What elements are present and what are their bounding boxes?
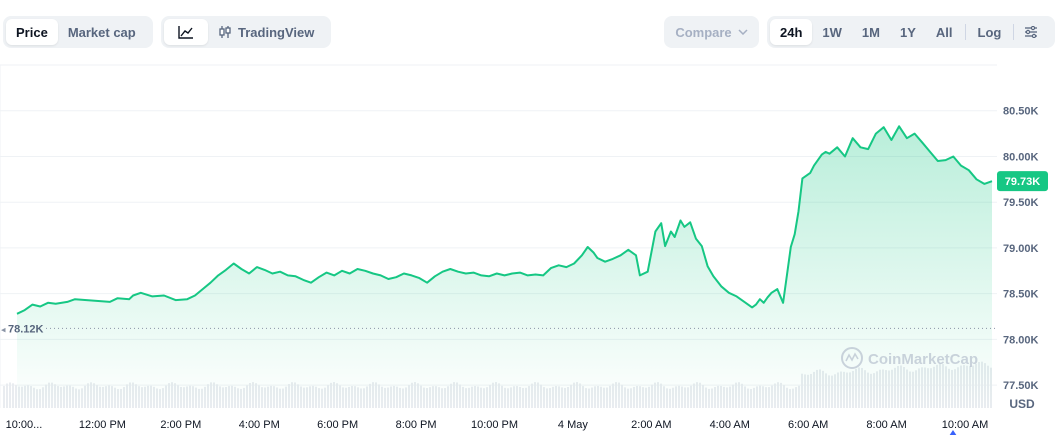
y-tick-label: 80.00K: [1003, 151, 1039, 163]
open-price-value: 78.12K: [8, 323, 44, 335]
y-tick-label: 78.50K: [1003, 289, 1039, 301]
range-selector: 24h 1W 1M 1Y All Log: [767, 16, 1055, 48]
x-tick-label: 6:00 PM: [317, 419, 358, 431]
sliders-icon: [1025, 26, 1038, 38]
log-scale-button[interactable]: Log: [977, 24, 1002, 40]
tradingview-button[interactable]: TradingView: [208, 19, 324, 45]
currency-label: USD: [1009, 397, 1035, 411]
range-divider: [964, 24, 966, 40]
y-tick-label: 79.50K: [1003, 197, 1039, 209]
tradingview-label: TradingView: [238, 24, 315, 40]
compare-label: Compare: [675, 24, 732, 40]
price-chart[interactable]: 80.50K 80.00K 79.50K 79.00K 78.50K 78.00K 77.5…: [0, 60, 1060, 435]
x-tick-label: 4:00 PM: [239, 419, 280, 431]
candlestick-icon: [219, 26, 231, 38]
y-tick-label: 80.50K: [1003, 106, 1039, 118]
range-1w-button[interactable]: 1W: [822, 24, 842, 40]
chart-style-toggle: TradingView: [161, 16, 331, 48]
x-axis: 10:00... 12:00 PM 2:00 PM 4:00 PM 6:00 PM 8:0…: [6, 419, 989, 431]
volume-bar: [9, 382, 11, 408]
y-axis: 80.50K 80.00K 79.50K 79.00K 78.50K 78.00K 77.5…: [1003, 106, 1039, 392]
y-tick-label: 79.00K: [1003, 243, 1039, 255]
x-tick-label: 10:00 AM: [942, 419, 988, 431]
current-price-value: 79.73K: [1005, 176, 1041, 188]
settings-divider: [1013, 24, 1015, 40]
x-tick-label: 10:00...: [6, 419, 43, 431]
x-tick-label: 6:00 AM: [788, 419, 828, 431]
open-price-label: ◂ 78.12K: [1, 323, 44, 335]
price-line: [16, 125, 993, 315]
chart-type-toggle: Price Market cap: [3, 16, 153, 48]
x-tick-label: 2:00 PM: [160, 419, 201, 431]
current-price-badge: 79.73K: [997, 171, 1048, 192]
current-price-badge-bg: [997, 171, 1048, 192]
market-cap-tab[interactable]: Market cap: [67, 24, 136, 40]
range-24h-button[interactable]: 24h: [770, 19, 813, 45]
watermark-text: CoinMarketCap: [868, 351, 978, 368]
x-tick-label: 8:00 AM: [866, 419, 906, 431]
x-tick-label: 12:00 PM: [79, 419, 126, 431]
price-area-fill: [17, 126, 992, 409]
compare-dropdown[interactable]: Compare: [664, 16, 759, 48]
line-chart-icon: [178, 26, 193, 39]
x-tick-label: 4:00 AM: [710, 419, 750, 431]
chevron-down-icon: [738, 29, 748, 35]
chart-settings-button[interactable]: [1016, 19, 1046, 45]
x-tick-label: 2:00 AM: [631, 419, 671, 431]
watermark: CoinMarketCap: [841, 347, 978, 369]
y-tick-label: 77.50K: [1003, 380, 1039, 392]
range-all-button[interactable]: All: [935, 24, 953, 40]
line-chart-button[interactable]: [164, 19, 208, 45]
cmc-logo-icon: [841, 347, 863, 369]
range-1m-button[interactable]: 1M: [861, 24, 880, 40]
range-1y-button[interactable]: 1Y: [899, 24, 916, 40]
cmc-logo-wave: [845, 352, 859, 362]
y-tick-label: 78.00K: [1003, 334, 1039, 346]
x-tick-label: 4 May: [558, 419, 588, 431]
volume-bar: [6, 383, 8, 408]
x-axis-pointer-icon: [949, 430, 957, 435]
volume-bar: [3, 386, 5, 408]
price-tab[interactable]: Price: [6, 19, 58, 45]
x-tick-label: 10:00 PM: [471, 419, 518, 431]
volume-bar: [12, 383, 14, 408]
volume-bar: [15, 385, 17, 408]
open-price-marker: ◂: [1, 324, 6, 334]
x-tick-label: 8:00 PM: [396, 419, 437, 431]
